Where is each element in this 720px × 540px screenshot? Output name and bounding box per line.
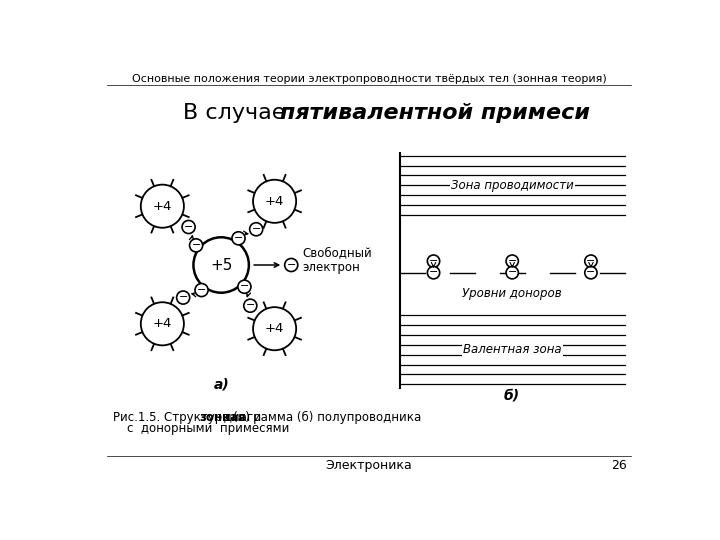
Text: −: −: [184, 221, 193, 232]
Text: −: −: [251, 224, 261, 234]
Text: Электроника: Электроника: [325, 458, 413, 472]
Circle shape: [585, 255, 597, 267]
Text: В случае: В случае: [183, 103, 292, 123]
Text: Уровни доноров: Уровни доноров: [462, 287, 562, 300]
Circle shape: [253, 307, 296, 350]
Circle shape: [194, 237, 249, 293]
Circle shape: [244, 299, 257, 312]
Text: −: −: [197, 285, 206, 295]
Text: −: −: [429, 256, 438, 266]
Text: 26: 26: [611, 458, 627, 472]
Text: −: −: [287, 260, 296, 269]
Text: с  донорными  примесями: с донорными примесями: [127, 422, 289, 435]
Circle shape: [428, 267, 440, 279]
Text: −: −: [240, 281, 249, 292]
Circle shape: [506, 255, 518, 267]
Text: +5: +5: [210, 258, 233, 273]
Circle shape: [250, 222, 263, 236]
Text: −: −: [586, 267, 595, 278]
Circle shape: [232, 232, 245, 245]
Circle shape: [182, 220, 195, 233]
Text: Валентная зона: Валентная зона: [463, 343, 562, 356]
Circle shape: [189, 239, 202, 252]
Text: −: −: [508, 267, 517, 278]
Text: +4: +4: [265, 195, 284, 208]
Text: −: −: [179, 292, 188, 302]
Text: Основные положения теории электропроводности твёрдых тел (зонная теория): Основные положения теории электропроводн…: [132, 73, 606, 84]
Text: +4: +4: [153, 200, 172, 213]
Text: −: −: [508, 256, 517, 266]
Circle shape: [176, 291, 189, 304]
Text: б): б): [504, 389, 521, 403]
Circle shape: [253, 180, 296, 223]
Circle shape: [284, 259, 298, 272]
Text: +4: +4: [153, 318, 172, 330]
Text: −: −: [429, 267, 438, 278]
Text: +4: +4: [265, 322, 284, 335]
Text: −: −: [586, 256, 595, 266]
Circle shape: [141, 302, 184, 346]
Text: −: −: [234, 233, 243, 243]
Circle shape: [585, 267, 597, 279]
Circle shape: [238, 280, 251, 293]
Text: а): а): [213, 377, 229, 392]
Circle shape: [428, 255, 440, 267]
Text: Зона проводимости: Зона проводимости: [451, 179, 574, 192]
Text: Свободный
электрон: Свободный электрон: [302, 246, 372, 274]
Text: Рис.1.5. Структура (а) и: Рис.1.5. Структура (а) и: [113, 411, 266, 424]
Text: −: −: [192, 240, 201, 250]
Circle shape: [506, 267, 518, 279]
Text: зонная: зонная: [199, 411, 246, 424]
Circle shape: [195, 284, 208, 296]
Text: −: −: [246, 300, 255, 310]
Text: пятивалентной примеси: пятивалентной примеси: [281, 103, 590, 123]
Text: диаграмма (б) полупроводника: диаграмма (б) полупроводника: [220, 411, 420, 424]
Circle shape: [141, 185, 184, 228]
